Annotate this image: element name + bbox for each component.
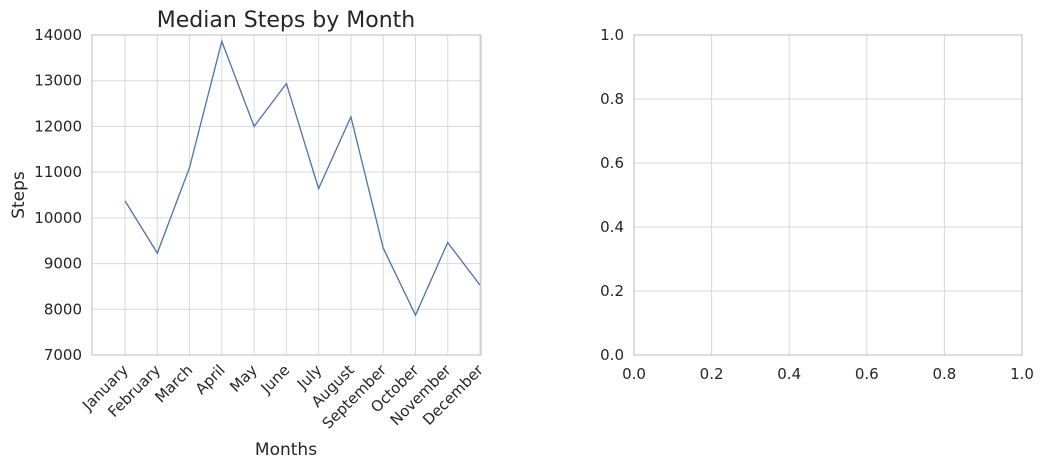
left-x-tick-label: June [257, 361, 294, 398]
right-x-tick-label: 0.6 [855, 365, 879, 383]
left-y-tick-label: 9000 [44, 255, 82, 273]
left-y-tick-labels: 7000 8000 9000 10000 11000 12000 13000 14000 [34, 26, 82, 364]
left-y-tick-label: 7000 [44, 346, 82, 364]
left-y-tick-label: 14000 [34, 26, 82, 44]
steps-line [124, 39, 481, 317]
right-x-tick-labels: 0.0 0.2 0.4 0.6 0.8 1.0 [622, 365, 1034, 383]
y-axis-label: Steps [9, 171, 29, 219]
right-x-tick-label: 0.4 [777, 365, 801, 383]
left-plot-frame [91, 34, 482, 356]
right-y-tick-label: 0.2 [600, 282, 624, 300]
left-chart-panel: 7000 8000 9000 10000 11000 12000 13000 14000 Ja… [9, 8, 487, 460]
left-x-tick-label: May [226, 361, 261, 396]
x-axis-label: Months [255, 440, 317, 460]
right-x-tick-label: 1.0 [1010, 365, 1034, 383]
left-y-tick-label: 11000 [34, 163, 82, 181]
left-y-tick-label: 13000 [34, 72, 82, 90]
right-y-tick-label: 0.4 [600, 218, 624, 236]
right-y-tick-label: 1.0 [600, 26, 624, 44]
chart-title: Median Steps by Month [157, 8, 416, 33]
left-y-tick-label: 10000 [34, 209, 82, 227]
right-y-tick-label: 0.0 [600, 346, 624, 364]
right-x-tick-label: 0.0 [622, 365, 646, 383]
right-x-tick-label: 0.2 [700, 365, 724, 383]
left-series-group [124, 39, 481, 317]
left-y-tick-label: 12000 [34, 117, 82, 135]
right-grid [633, 34, 1023, 356]
left-x-tick-label: April [192, 361, 229, 398]
right-y-tick-label: 0.8 [600, 90, 624, 108]
right-y-tick-label: 0.6 [600, 154, 624, 172]
right-x-tick-label: 0.8 [932, 365, 956, 383]
right-y-tick-labels: 0.0 0.2 0.4 0.6 0.8 1.0 [600, 26, 624, 364]
right-chart-panel: 0.0 0.2 0.4 0.6 0.8 1.0 0.0 0.2 0.4 0.6 0.8 1.0 [600, 26, 1034, 383]
left-grid [92, 34, 481, 356]
right-plot-frame [633, 34, 1023, 356]
left-y-tick-label: 8000 [44, 300, 82, 318]
